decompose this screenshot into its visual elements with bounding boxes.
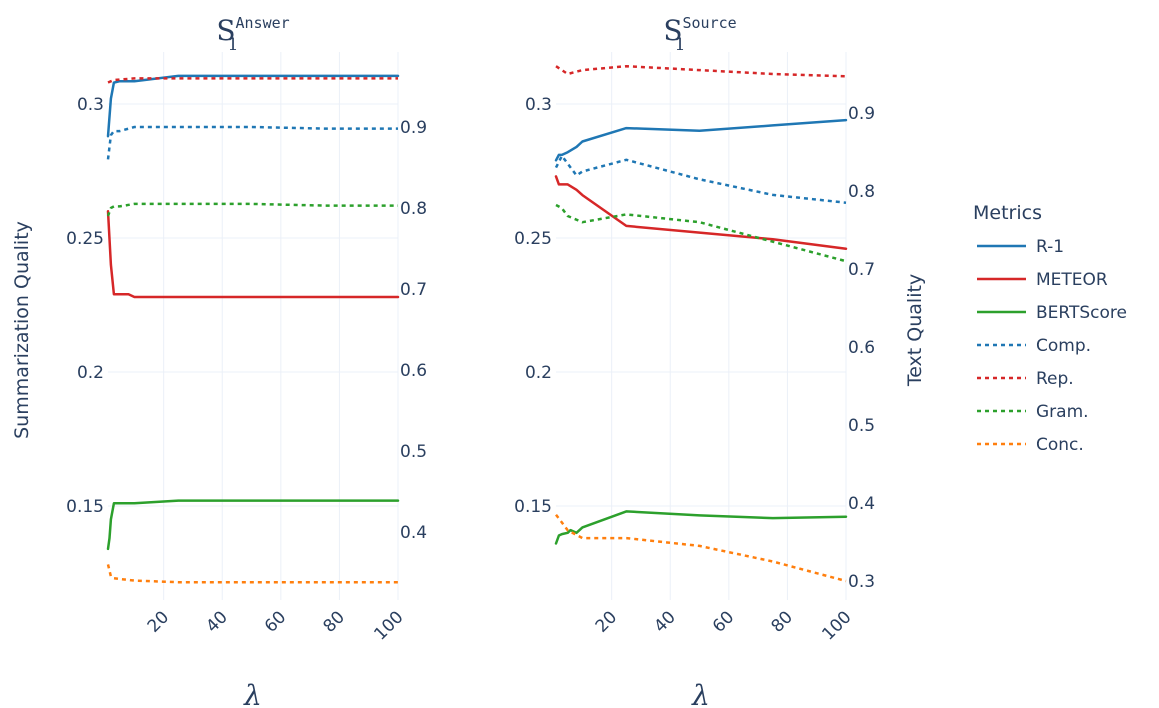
x-tick-label: 100 bbox=[818, 607, 855, 644]
y-tick-label: 0.3 bbox=[525, 95, 552, 115]
gridlines bbox=[108, 52, 399, 600]
legend-title: Metrics bbox=[973, 202, 1042, 224]
series-line-bertscore bbox=[106, 499, 400, 551]
y-axis-label: Summarization Quality bbox=[11, 221, 33, 439]
panel-title-subscript: 1 bbox=[228, 35, 239, 55]
y2-tick-label: 0.6 bbox=[400, 361, 427, 381]
series-group bbox=[554, 64, 848, 583]
x-tick-label: 60 bbox=[709, 607, 738, 636]
y2-tick-label: 0.5 bbox=[848, 416, 875, 436]
series-line-comp bbox=[106, 125, 398, 160]
x-tick-label: 100 bbox=[370, 607, 407, 644]
y-tick-label: 0.3 bbox=[77, 95, 104, 115]
legend-label: Rep. bbox=[1036, 369, 1074, 389]
series-line-rep bbox=[555, 64, 847, 78]
x-tick-label: 20 bbox=[144, 607, 173, 636]
legend-label: METEOR bbox=[1036, 270, 1108, 290]
series-line-conc bbox=[555, 513, 847, 583]
x-tick-label: 60 bbox=[261, 607, 290, 636]
y-tick-label: 0.15 bbox=[66, 497, 104, 517]
legend-item[interactable]: METEOR bbox=[977, 270, 1108, 290]
series-line-meteor bbox=[106, 209, 400, 299]
y-tick-label: 0.25 bbox=[514, 229, 552, 249]
panel-title: SSource bbox=[663, 14, 736, 47]
y-tick-label: 0.15 bbox=[514, 497, 552, 517]
legend-item[interactable]: Rep. bbox=[977, 369, 1074, 389]
legend-item[interactable]: BERTScore bbox=[977, 303, 1127, 323]
series-line-bertscore bbox=[554, 510, 848, 545]
series-line-r-1 bbox=[106, 74, 400, 138]
y2-tick-label: 0.7 bbox=[400, 280, 427, 300]
x-axis-label: λ bbox=[243, 679, 262, 708]
panel-title: SAnswer bbox=[216, 14, 289, 47]
legend-item[interactable]: Gram. bbox=[977, 402, 1089, 422]
x-tick-label: 80 bbox=[320, 607, 349, 636]
x-axis-label: λ bbox=[691, 679, 710, 708]
y2-tick-label: 0.9 bbox=[848, 104, 875, 124]
legend: Metrics R-1 METEOR BERTScore Comp. Rep. Gram.… bbox=[973, 202, 1127, 455]
y-tick-label: 0.25 bbox=[66, 229, 104, 249]
x-tick-label: 20 bbox=[592, 607, 621, 636]
legend-item[interactable]: R-1 bbox=[977, 237, 1064, 257]
series-line-gram bbox=[555, 203, 847, 263]
legend-label: Conc. bbox=[1036, 435, 1084, 455]
y2-tick-label: 0.8 bbox=[848, 182, 875, 202]
x-tick-label: 40 bbox=[650, 607, 679, 636]
series-line-comp bbox=[554, 154, 847, 204]
legend-label: Comp. bbox=[1036, 336, 1091, 356]
y-tick-label: 0.2 bbox=[77, 363, 104, 383]
legend-item[interactable]: Comp. bbox=[977, 336, 1091, 356]
series-group bbox=[106, 74, 400, 584]
series-line-r-1 bbox=[554, 118, 848, 162]
panel-title-subscript: 1 bbox=[675, 35, 686, 55]
series-line-conc bbox=[106, 564, 398, 584]
y2-tick-label: 0.9 bbox=[400, 118, 427, 138]
y2-axis-label: Text Quality bbox=[904, 274, 926, 387]
y2-tick-label: 0.7 bbox=[848, 260, 875, 280]
legend-label: Gram. bbox=[1036, 402, 1089, 422]
y2-tick-label: 0.5 bbox=[400, 442, 427, 462]
y2-tick-label: 0.4 bbox=[848, 494, 875, 514]
x-tick-label: 80 bbox=[768, 607, 797, 636]
y2-tick-label: 0.3 bbox=[848, 572, 875, 592]
legend-item[interactable]: Conc. bbox=[977, 435, 1084, 455]
y-tick-label: 0.2 bbox=[525, 363, 552, 383]
y2-tick-label: 0.6 bbox=[848, 338, 875, 358]
legend-label: BERTScore bbox=[1036, 303, 1127, 323]
series-line-gram bbox=[106, 202, 398, 217]
gridlines bbox=[556, 52, 847, 600]
legend-label: R-1 bbox=[1036, 237, 1064, 257]
x-tick-label: 40 bbox=[202, 607, 231, 636]
series-line-rep bbox=[107, 77, 398, 84]
y2-tick-label: 0.4 bbox=[400, 523, 427, 543]
y2-tick-label: 0.8 bbox=[400, 199, 427, 219]
series-line-meteor bbox=[554, 175, 848, 250]
